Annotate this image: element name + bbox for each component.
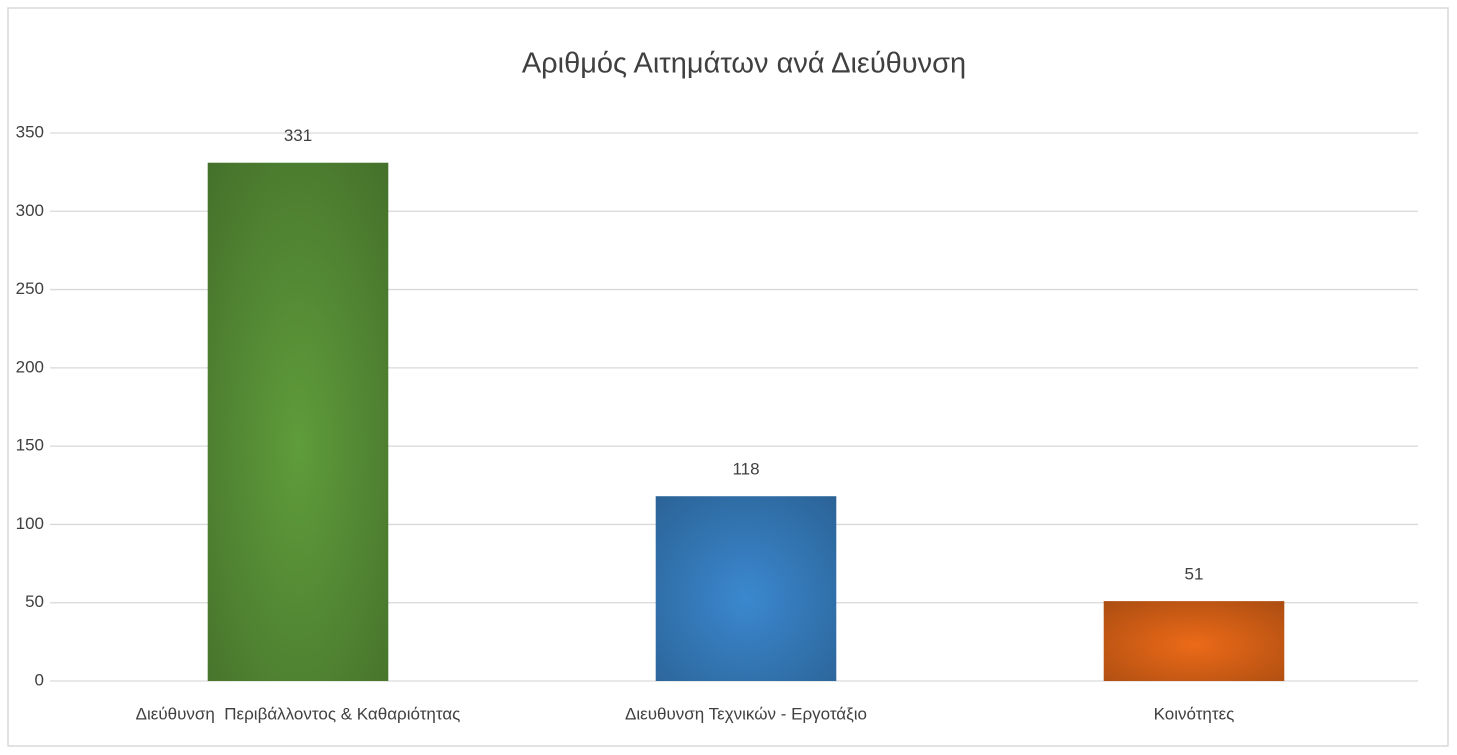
data-label: 331 — [284, 126, 312, 145]
data-label: 51 — [1185, 565, 1204, 584]
x-tick-label: Διεύθυνση Περιβάλλοντος & Καθαριότητας — [136, 704, 461, 723]
y-tick-label: 50 — [25, 592, 44, 611]
data-label: 118 — [732, 460, 759, 479]
y-tick-label: 350 — [16, 122, 44, 141]
bar-shade — [1103, 601, 1285, 681]
bar-shade — [655, 496, 837, 681]
y-tick-label: 0 — [35, 670, 44, 689]
y-tick-label: 150 — [16, 436, 44, 455]
y-tick-label: 100 — [16, 514, 44, 533]
y-tick-label: 250 — [16, 279, 44, 298]
y-tick-label: 300 — [16, 201, 44, 220]
x-tick-label: Διευθυνση Τεχνικών - Εργοτάξιο — [625, 704, 867, 723]
y-tick-label: 200 — [16, 357, 44, 376]
x-tick-label: Κοινότητες — [1154, 704, 1235, 723]
chart-title: Αριθμός Αιτημάτων ανά Διεύθυνση — [522, 48, 966, 80]
bar-shade — [207, 162, 389, 682]
